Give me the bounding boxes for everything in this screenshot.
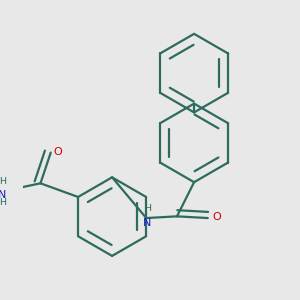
Text: N: N xyxy=(143,218,152,228)
Text: H: H xyxy=(0,177,6,186)
Text: O: O xyxy=(212,212,221,222)
Text: H: H xyxy=(145,204,152,213)
Text: N: N xyxy=(0,190,6,200)
Text: H: H xyxy=(0,198,6,207)
Text: O: O xyxy=(53,147,62,157)
